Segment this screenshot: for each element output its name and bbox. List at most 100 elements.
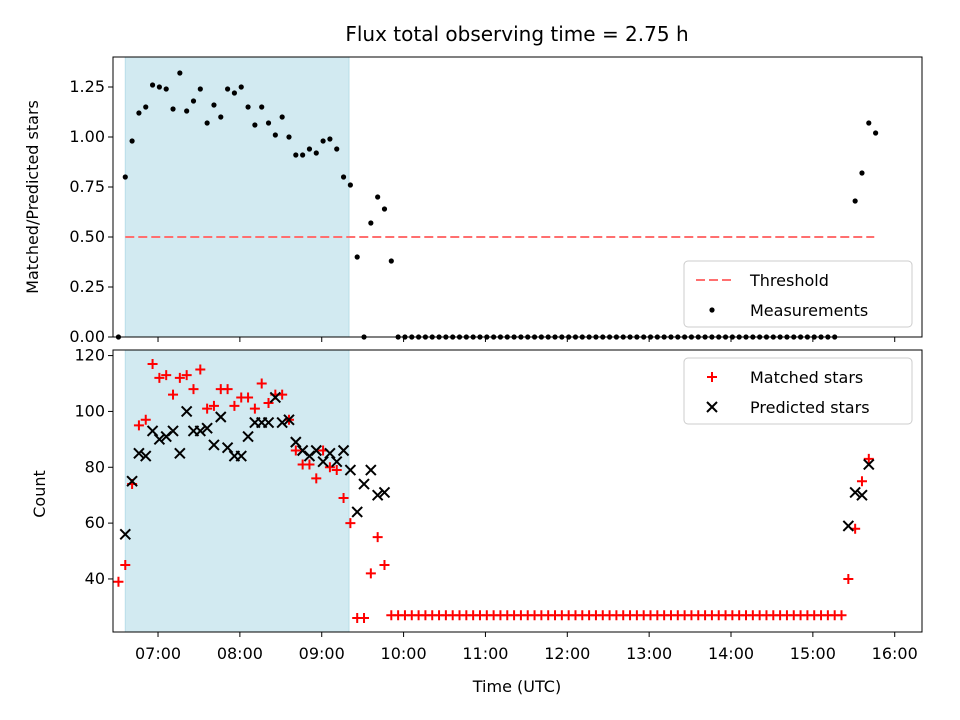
data-point bbox=[177, 70, 183, 76]
matched-marker bbox=[161, 370, 172, 381]
x-tick-label: 13:00 bbox=[626, 644, 672, 663]
predicted-marker bbox=[310, 444, 322, 457]
legend-measurement-swatch bbox=[709, 307, 715, 313]
y-tick-label: 60 bbox=[85, 513, 105, 532]
data-point bbox=[286, 134, 292, 140]
legend-predicted-swatch bbox=[706, 401, 718, 413]
predicted-marker bbox=[856, 489, 868, 501]
chart-title: Flux total observing time = 2.75 h bbox=[345, 22, 688, 46]
legend-label: Matched stars bbox=[750, 368, 863, 387]
matched-marker bbox=[843, 573, 854, 584]
predicted-marker bbox=[201, 422, 213, 434]
matched-marker bbox=[863, 453, 874, 464]
data-point bbox=[340, 174, 347, 180]
predicted-marker bbox=[849, 486, 861, 499]
matched-marker bbox=[181, 370, 192, 381]
observing-span bbox=[124, 349, 350, 633]
y-tick-label: 1.00 bbox=[69, 127, 105, 146]
predicted-marker bbox=[126, 475, 138, 487]
matched-marker bbox=[229, 400, 240, 411]
predicted-marker bbox=[221, 442, 234, 454]
data-point bbox=[156, 84, 162, 90]
legend: Matched stars Predicted stars bbox=[683, 357, 913, 425]
predicted-marker bbox=[371, 489, 384, 501]
y-tick-label: 0.50 bbox=[69, 227, 105, 246]
y-tick-label: 80 bbox=[85, 457, 105, 476]
y-tick-label: 0.25 bbox=[69, 277, 105, 296]
data-point bbox=[231, 90, 238, 96]
matched-marker bbox=[222, 384, 233, 395]
matched-marker bbox=[345, 518, 356, 529]
predicted-marker bbox=[140, 450, 152, 462]
data-point bbox=[327, 136, 333, 142]
legend-label: Threshold bbox=[749, 271, 829, 290]
matched-marker bbox=[113, 576, 124, 587]
data-point bbox=[368, 220, 374, 226]
matched-marker bbox=[359, 613, 370, 624]
predicted-marker bbox=[153, 433, 166, 446]
x-tick-label: 14:00 bbox=[708, 644, 754, 663]
predicted-marker bbox=[167, 425, 179, 437]
y-tick-label: 100 bbox=[74, 401, 105, 420]
data-point bbox=[354, 254, 360, 260]
predicted-marker bbox=[276, 416, 288, 429]
legend-matched-swatch bbox=[707, 372, 717, 382]
matched-marker bbox=[372, 532, 383, 543]
data-point bbox=[245, 104, 251, 110]
data-point bbox=[334, 146, 340, 152]
matched-marker bbox=[256, 378, 267, 389]
predicted-marker bbox=[331, 455, 343, 468]
predicted-marker bbox=[358, 478, 370, 490]
y-tick-label: 40 bbox=[85, 569, 105, 588]
predicted-marker bbox=[842, 520, 855, 532]
predicted-marker bbox=[365, 464, 377, 476]
data-point bbox=[184, 108, 190, 114]
matched-marker bbox=[249, 403, 260, 414]
predicted-marker bbox=[180, 405, 193, 418]
matched-marker bbox=[836, 610, 847, 621]
matched-marker bbox=[154, 372, 165, 383]
top-panel: 0.00 0.25 0.50 0.75 1.00 1.25 Threshold Measure… bbox=[69, 56, 923, 346]
axes-frame bbox=[112, 349, 923, 633]
data-point bbox=[218, 114, 224, 120]
data-point bbox=[347, 182, 353, 188]
data-point bbox=[873, 130, 879, 136]
data-point bbox=[190, 98, 197, 104]
predicted-marker bbox=[242, 430, 254, 443]
data-point bbox=[313, 150, 319, 156]
y-tick-label: 120 bbox=[74, 346, 105, 365]
predicted-marker bbox=[344, 464, 357, 476]
predicted-marker bbox=[208, 439, 220, 451]
x-tick-label: 10:00 bbox=[381, 644, 427, 663]
predicted-marker bbox=[269, 391, 282, 404]
data-point bbox=[388, 258, 394, 264]
x-tick-label: 16:00 bbox=[872, 644, 918, 663]
data-point bbox=[149, 82, 156, 88]
matched-marker bbox=[174, 372, 185, 383]
data-point bbox=[381, 206, 388, 212]
axes-frame bbox=[112, 56, 923, 338]
matched-marker bbox=[338, 492, 349, 503]
bottom-panel: 40 60 80 100 120 07:00 08:00 09:00 10:00 11:00 12:… bbox=[74, 346, 923, 663]
x-tick-label: 15:00 bbox=[790, 644, 836, 663]
matched-marker bbox=[133, 420, 144, 431]
predicted-marker bbox=[378, 486, 391, 499]
data-point bbox=[866, 120, 872, 126]
y-tick-label: 1.25 bbox=[69, 77, 105, 96]
data-point bbox=[129, 138, 135, 144]
matched-marker bbox=[120, 559, 131, 570]
data-point bbox=[306, 146, 313, 152]
legend-label: Measurements bbox=[750, 301, 868, 320]
data-point bbox=[224, 86, 231, 92]
predicted-marker bbox=[119, 528, 131, 540]
data-point bbox=[211, 102, 217, 108]
matched-marker bbox=[331, 465, 342, 476]
data-point bbox=[265, 120, 272, 126]
matched-marker bbox=[263, 398, 274, 409]
data-point bbox=[259, 104, 265, 110]
matched-marker bbox=[188, 384, 199, 395]
data-point bbox=[375, 194, 381, 200]
data-point bbox=[252, 122, 258, 128]
x-tick-label: 09:00 bbox=[299, 644, 345, 663]
